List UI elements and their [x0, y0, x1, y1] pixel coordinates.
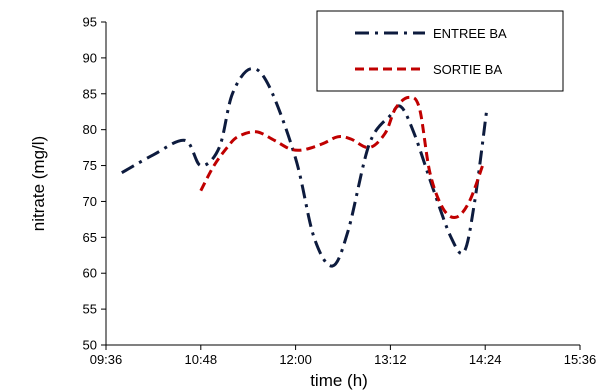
y-tick-label: 70 — [83, 194, 97, 209]
y-axis-title: nitrate (mg/l) — [29, 136, 48, 231]
legend: ENTREE BA SORTIE BA — [316, 10, 564, 92]
y-tick-label: 50 — [83, 338, 97, 353]
x-tick-label: 15:36 — [564, 352, 597, 367]
series-line-1 — [199, 95, 485, 219]
x-axis-ticks: 09:36 10:48 12:00 13:12 14:24 15:36 — [90, 345, 597, 367]
y-tick-label: 80 — [83, 122, 97, 137]
series-group — [121, 67, 488, 268]
x-tick-label: 14:24 — [469, 352, 502, 367]
y-tick-label: 75 — [83, 158, 97, 173]
y-axis-ticks: 50 55 60 65 70 75 80 85 90 95 — [83, 15, 106, 353]
legend-label-1: SORTIE BA — [433, 62, 502, 77]
legend-items: ENTREE BA SORTIE BA — [355, 26, 507, 77]
x-axis-title: time (h) — [310, 371, 368, 390]
y-tick-label: 60 — [83, 266, 97, 281]
x-tick-label: 12:00 — [279, 352, 312, 367]
x-tick-label: 09:36 — [90, 352, 123, 367]
legend-box — [316, 10, 564, 92]
legend-label-0: ENTREE BA — [433, 26, 507, 41]
y-tick-label: 90 — [83, 50, 97, 65]
y-tick-label: 65 — [83, 230, 97, 245]
y-tick-label: 85 — [83, 86, 97, 101]
x-tick-label: 10:48 — [185, 352, 218, 367]
series-line-0 — [121, 67, 488, 268]
y-tick-label: 95 — [83, 15, 97, 30]
x-tick-label: 13:12 — [374, 352, 407, 367]
y-tick-label: 55 — [83, 302, 97, 317]
